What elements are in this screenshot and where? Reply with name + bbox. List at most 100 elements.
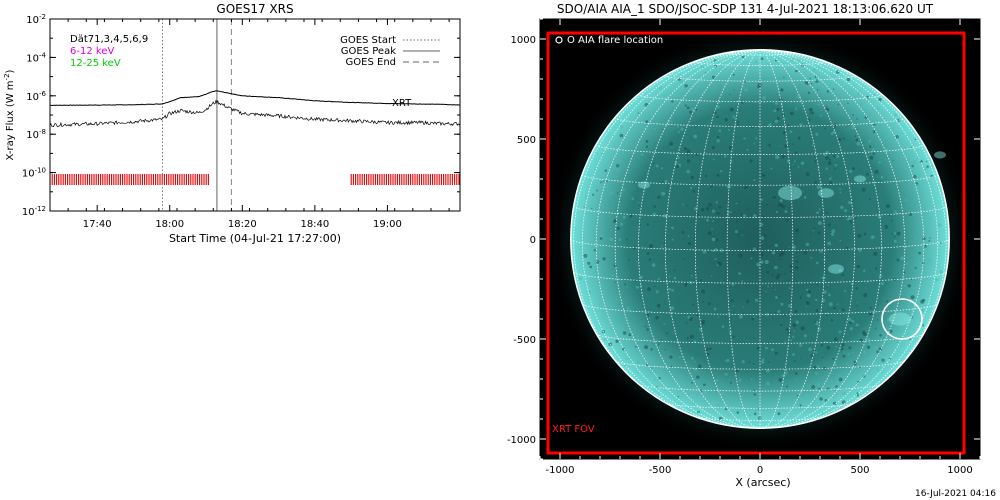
disk-texture: [683, 258, 685, 260]
disk-texture: [701, 208, 705, 212]
disk-texture: [753, 142, 755, 145]
disk-texture: [634, 279, 637, 282]
disk-texture: [834, 391, 838, 395]
disk-texture: [766, 381, 770, 386]
disk-texture: [820, 344, 824, 347]
disk-texture: [807, 290, 812, 294]
disk-texture: [754, 60, 758, 64]
longitude-grid-line: [638, 49, 761, 429]
disk-texture: [579, 248, 581, 250]
disk-texture: [677, 131, 681, 134]
disk-texture: [666, 120, 670, 124]
disk-texture: [845, 246, 849, 250]
disk-texture: [760, 253, 764, 257]
disk-texture: [830, 176, 832, 179]
disk-texture: [636, 360, 640, 365]
disk-texture: [616, 164, 620, 168]
disk-texture: [795, 228, 799, 233]
disk-texture: [647, 287, 651, 291]
disk-texture: [736, 220, 738, 223]
disk-texture: [668, 369, 670, 371]
disk-texture: [717, 212, 720, 215]
disk-texture: [832, 401, 837, 406]
disk-texture: [795, 107, 798, 111]
disk-texture: [815, 298, 818, 302]
disk-texture: [751, 317, 755, 321]
disk-texture: [856, 264, 860, 269]
disk-texture: [782, 113, 785, 116]
disk-texture: [787, 331, 791, 334]
disk-texture: [771, 348, 774, 351]
disk-texture: [687, 381, 691, 385]
disk-texture: [910, 295, 915, 300]
disk-texture: [838, 137, 842, 142]
disk-texture: [706, 353, 710, 356]
disk-texture: [929, 217, 932, 220]
disk-texture: [849, 169, 853, 173]
disk-texture: [624, 283, 626, 286]
disk-texture: [918, 324, 920, 326]
disk-texture: [796, 394, 799, 397]
disk-texture: [753, 316, 755, 318]
disk-texture: [886, 318, 891, 322]
disk-texture: [861, 187, 866, 192]
disk-texture: [646, 252, 650, 255]
disk-texture: [863, 269, 866, 273]
disk-texture: [671, 100, 674, 103]
disk-texture: [875, 267, 878, 270]
aia-flare-legend: O AIA flare location: [555, 35, 663, 46]
disk-texture: [639, 275, 643, 279]
disk-texture: [670, 103, 674, 106]
disk-texture: [823, 366, 827, 370]
disk-texture: [669, 275, 671, 277]
disk-texture: [868, 311, 873, 316]
light-curve-ticks: 17:40 18:00 18:20 18:40 19:00 10-2 10-4 10-6 10-…: [22, 13, 460, 230]
left-legend-entry: 12-25 keV: [70, 58, 121, 69]
disk-texture: [795, 260, 799, 264]
disk-texture: [789, 270, 793, 273]
flare-location-circle: [881, 298, 923, 340]
disk-texture: [653, 378, 657, 381]
disk-texture: [683, 147, 688, 151]
disk-texture: [615, 168, 619, 171]
disk-texture: [856, 301, 858, 303]
disk-texture: [637, 112, 640, 114]
disk-texture: [663, 395, 665, 397]
disk-texture: [859, 366, 861, 368]
disk-texture: [743, 137, 746, 140]
disk-texture: [710, 208, 713, 210]
disk-texture: [837, 303, 839, 305]
disk-texture: [879, 149, 882, 152]
disk-texture: [759, 76, 764, 80]
disk-texture: [684, 282, 688, 286]
disk-texture: [829, 177, 832, 181]
disk-texture: [841, 273, 844, 277]
disk-texture: [904, 198, 908, 202]
disk-texture: [928, 258, 932, 263]
disk-texture: [817, 88, 819, 91]
disk-texture: [741, 234, 743, 236]
disk-texture: [739, 314, 743, 319]
disk-texture: [767, 361, 770, 363]
disk-texture: [710, 185, 713, 188]
disk-texture: [721, 391, 725, 396]
disk-texture: [732, 73, 735, 76]
disk-texture: [823, 152, 827, 157]
disk-texture: [759, 198, 763, 202]
disk-texture: [781, 374, 786, 378]
disk-texture: [853, 280, 857, 283]
disk-texture: [771, 251, 776, 255]
disk-texture: [762, 96, 767, 100]
disk-texture: [856, 392, 859, 395]
series-line-12-25-kev: [50, 99, 460, 128]
disk-texture: [920, 191, 923, 193]
disk-texture: [695, 127, 697, 129]
disk-texture: [906, 262, 909, 265]
disk-texture: [639, 205, 641, 207]
disk-texture: [914, 138, 917, 141]
disk-texture: [774, 119, 779, 124]
disk-texture: [912, 143, 915, 146]
disk-texture: [658, 85, 663, 90]
disk-texture: [634, 345, 637, 348]
aia-y-tick-label: 1000: [511, 35, 536, 46]
